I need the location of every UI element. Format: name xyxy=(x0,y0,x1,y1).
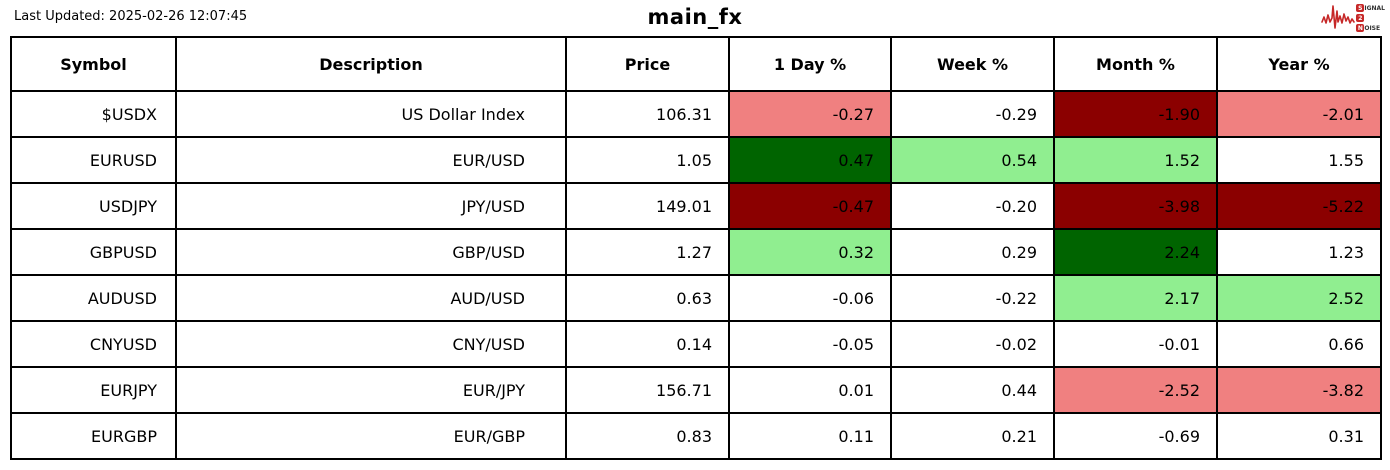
pct-year-cell: 1.23 xyxy=(1216,228,1382,276)
pct-week-cell: -0.20 xyxy=(890,182,1055,230)
symbol-cell: EURUSD xyxy=(10,136,177,184)
symbol-cell: CNYUSD xyxy=(10,320,177,368)
signal2noise-logo: S IGNAL 2 N OISE xyxy=(1321,2,1385,34)
description-cell: EUR/GBP xyxy=(175,412,567,460)
logo-text: S IGNAL 2 N OISE xyxy=(1356,4,1385,32)
logo-letter-n: N xyxy=(1356,24,1365,32)
price-cell: 0.83 xyxy=(565,412,730,460)
pct-year-cell: 1.55 xyxy=(1216,136,1382,184)
waveform-icon xyxy=(1321,2,1356,34)
pct-1day-cell: 0.11 xyxy=(728,412,892,460)
header-description: Description xyxy=(175,36,567,92)
price-cell: 156.71 xyxy=(565,366,730,414)
pct-year-cell: -5.22 xyxy=(1216,182,1382,230)
description-cell: AUD/USD xyxy=(175,274,567,322)
table-row: AUDUSD AUD/USD 0.63 -0.06 -0.22 2.17 2.5… xyxy=(10,274,1382,322)
pct-month-cell: -0.69 xyxy=(1053,412,1218,460)
header-week: Week % xyxy=(890,36,1055,92)
header-price: Price xyxy=(565,36,730,92)
description-cell: EUR/USD xyxy=(175,136,567,184)
symbol-cell: EURGBP xyxy=(10,412,177,460)
header-1day: 1 Day % xyxy=(728,36,892,92)
table-row: EURUSD EUR/USD 1.05 0.47 0.54 1.52 1.55 xyxy=(10,136,1382,184)
pct-1day-cell: -0.05 xyxy=(728,320,892,368)
pct-1day-cell: 0.47 xyxy=(728,136,892,184)
pct-month-cell: 2.17 xyxy=(1053,274,1218,322)
symbol-cell: GBPUSD xyxy=(10,228,177,276)
pct-1day-cell: -0.47 xyxy=(728,182,892,230)
pct-week-cell: -0.22 xyxy=(890,274,1055,322)
symbol-cell: EURJPY xyxy=(10,366,177,414)
pct-month-cell: -3.98 xyxy=(1053,182,1218,230)
pct-week-cell: 0.54 xyxy=(890,136,1055,184)
top-bar: Last Updated: 2025-02-26 12:07:45 main_f… xyxy=(0,0,1390,36)
table-row: USDJPY JPY/USD 149.01 -0.47 -0.20 -3.98 … xyxy=(10,182,1382,230)
last-updated-text: Last Updated: 2025-02-26 12:07:45 xyxy=(14,9,248,24)
pct-1day-cell: -0.27 xyxy=(728,90,892,138)
price-cell: 1.27 xyxy=(565,228,730,276)
page-title: main_fx xyxy=(647,5,743,29)
description-cell: GBP/USD xyxy=(175,228,567,276)
header-year: Year % xyxy=(1216,36,1382,92)
description-cell: JPY/USD xyxy=(175,182,567,230)
symbol-cell: USDJPY xyxy=(10,182,177,230)
pct-week-cell: -0.29 xyxy=(890,90,1055,138)
pct-year-cell: -2.01 xyxy=(1216,90,1382,138)
table-row: EURJPY EUR/JPY 156.71 0.01 0.44 -2.52 -3… xyxy=(10,366,1382,414)
logo-letter-2: 2 xyxy=(1356,14,1365,22)
pct-year-cell: 0.66 xyxy=(1216,320,1382,368)
description-cell: US Dollar Index xyxy=(175,90,567,138)
table-row: CNYUSD CNY/USD 0.14 -0.05 -0.02 -0.01 0.… xyxy=(10,320,1382,368)
table-row: EURGBP EUR/GBP 0.83 0.11 0.21 -0.69 0.31 xyxy=(10,412,1382,460)
pct-week-cell: 0.29 xyxy=(890,228,1055,276)
pct-1day-cell: 0.32 xyxy=(728,228,892,276)
pct-week-cell: 0.44 xyxy=(890,366,1055,414)
header-month: Month % xyxy=(1053,36,1218,92)
fx-table: Symbol Description Price 1 Day % Week % … xyxy=(10,36,1382,460)
header-symbol: Symbol xyxy=(10,36,177,92)
pct-month-cell: 2.24 xyxy=(1053,228,1218,276)
price-cell: 149.01 xyxy=(565,182,730,230)
table-row: GBPUSD GBP/USD 1.27 0.32 0.29 2.24 1.23 xyxy=(10,228,1382,276)
header-row: Symbol Description Price 1 Day % Week % … xyxy=(10,36,1382,92)
price-cell: 106.31 xyxy=(565,90,730,138)
price-cell: 0.63 xyxy=(565,274,730,322)
pct-1day-cell: -0.06 xyxy=(728,274,892,322)
table-row: $USDX US Dollar Index 106.31 -0.27 -0.29… xyxy=(10,90,1382,138)
pct-month-cell: -0.01 xyxy=(1053,320,1218,368)
pct-month-cell: -2.52 xyxy=(1053,366,1218,414)
pct-1day-cell: 0.01 xyxy=(728,366,892,414)
logo-letter-s: S xyxy=(1356,4,1365,12)
pct-week-cell: -0.02 xyxy=(890,320,1055,368)
description-cell: EUR/JPY xyxy=(175,366,567,414)
description-cell: CNY/USD xyxy=(175,320,567,368)
symbol-cell: $USDX xyxy=(10,90,177,138)
price-cell: 1.05 xyxy=(565,136,730,184)
pct-year-cell: -3.82 xyxy=(1216,366,1382,414)
pct-year-cell: 0.31 xyxy=(1216,412,1382,460)
pct-year-cell: 2.52 xyxy=(1216,274,1382,322)
pct-month-cell: -1.90 xyxy=(1053,90,1218,138)
pct-month-cell: 1.52 xyxy=(1053,136,1218,184)
symbol-cell: AUDUSD xyxy=(10,274,177,322)
price-cell: 0.14 xyxy=(565,320,730,368)
pct-week-cell: 0.21 xyxy=(890,412,1055,460)
